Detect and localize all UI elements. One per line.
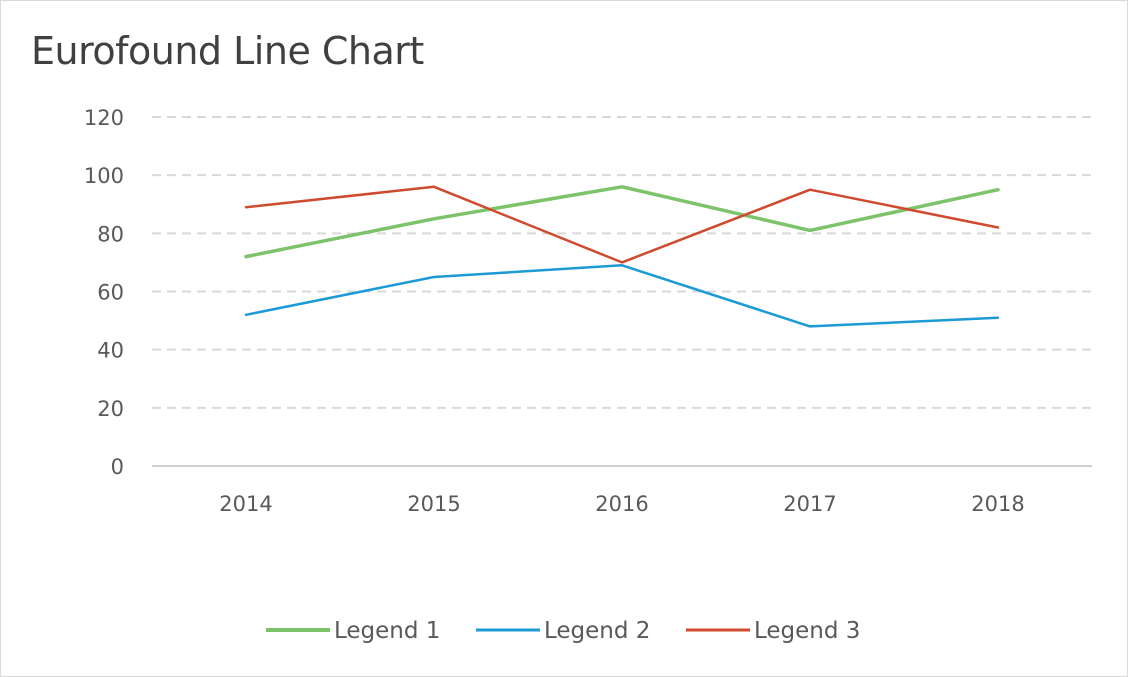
series-line-1 [244,185,1000,259]
x-axis-tick-labels: 2014 2015 2016 2017 2018 [219,492,1024,516]
y-axis-tick-labels: 0 20 40 60 80 100 120 [84,106,124,479]
y-tick-label-120: 120 [84,106,124,130]
y-tick-label-40: 40 [97,339,124,363]
series-line-2 [244,264,1000,328]
y-tick-label-60: 60 [97,281,124,305]
series-line-3 [244,185,1000,264]
x-tick-label-2016: 2016 [595,492,648,516]
legend-label-3: Legend 3 [754,618,860,644]
x-tick-label-2015: 2015 [407,492,460,516]
legend: Legend 1 Legend 2 Legend 3 [266,618,860,644]
x-tick-label-2018: 2018 [971,492,1024,516]
legend-label-2: Legend 2 [544,618,650,644]
y-tick-label-100: 100 [84,164,124,188]
x-tick-label-2017: 2017 [783,492,836,516]
series-lines [244,185,1000,328]
legend-label-1: Legend 1 [334,618,440,644]
y-tick-label-0: 0 [111,455,124,479]
chart-title: Eurofound Line Chart [31,29,424,73]
y-tick-label-80: 80 [97,222,124,246]
gridlines [152,116,1092,409]
y-tick-label-20: 20 [97,397,124,421]
x-tick-label-2014: 2014 [219,492,272,516]
